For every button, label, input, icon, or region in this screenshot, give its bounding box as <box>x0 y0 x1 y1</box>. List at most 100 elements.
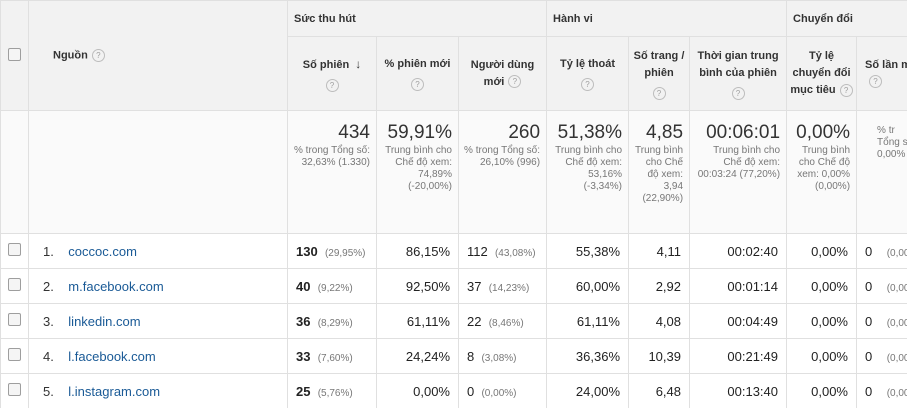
pages-per-session-header-label: Số trang / phiên <box>633 49 685 79</box>
goal-rate-cell: 0,00% <box>786 373 857 408</box>
group-header-acquisition: Sức thu hút <box>286 0 548 37</box>
row-checkbox[interactable] <box>8 383 21 396</box>
new-users-value: 0 <box>467 383 475 399</box>
avg-duration-cell: 00:13:40 <box>689 373 787 408</box>
goal-completions-cell: 0 (0,00 <box>856 268 907 304</box>
new-users-cell: 0 (0,00%) <box>458 373 547 408</box>
new-users-pct: (14,23%) <box>488 282 530 294</box>
avg-duration-value: 00:02:40 <box>727 243 778 259</box>
total-sessions: 434% trong Tổng số: 32,63% (1.330) <box>287 110 377 234</box>
source-link[interactable]: m.facebook.com <box>68 278 164 294</box>
total-goal-completions-sub: % tr Tổng s 0,00% <box>877 125 907 160</box>
goal-rate-cell: 0,00% <box>786 233 857 269</box>
source-link[interactable]: coccoc.com <box>68 243 137 259</box>
goal-completions-pct: (0,00 <box>886 317 907 329</box>
help-icon[interactable]: ? <box>652 86 666 100</box>
sessions-pct: (9,22%) <box>317 282 353 294</box>
pages-per-session-cell: 10,39 <box>628 338 690 374</box>
goal-completions-value: 0 <box>865 383 873 399</box>
help-icon[interactable]: ? <box>731 86 745 100</box>
pages-per-session-value: 2,92 <box>655 278 681 294</box>
column-header-bounce-rate[interactable]: Tỷ lệ thoát? <box>546 36 630 111</box>
sessions-cell: 25 (5,76%) <box>287 373 377 408</box>
avg-duration-value: 00:01:14 <box>727 278 778 294</box>
goal-rate-value: 0,00% <box>811 243 848 259</box>
bounce-rate-cell: 36,36% <box>546 338 629 374</box>
source-column-header[interactable]: Nguồn? <box>28 0 288 111</box>
goal-rate-cell: 0,00% <box>786 303 857 339</box>
avg-duration-cell: 00:02:40 <box>689 233 787 269</box>
sessions-cell: 33 (7,60%) <box>287 338 377 374</box>
column-header-goal-rate[interactable]: Tỷ lệ chuyển đổi mục tiêu? <box>786 36 858 111</box>
source-cell: 3. linkedin.com <box>28 303 288 339</box>
avg-duration-cell: 00:21:49 <box>689 338 787 374</box>
pages-per-session-value: 10,39 <box>648 348 681 364</box>
help-icon[interactable]: ? <box>869 75 883 89</box>
total-goal-rate-value: 0,00% <box>796 122 851 143</box>
new-users-header-label: Người dùng mới <box>470 58 535 88</box>
pages-per-session-cell: 4,08 <box>628 303 690 339</box>
new-users-cell: 22 (8,46%) <box>458 303 547 339</box>
total-new-users: 260% trong Tổng số: 26,10% (996) <box>457 110 548 234</box>
bounce-rate-header-label: Tỷ lệ thoát <box>560 58 616 70</box>
avg-duration-header-label: Thời gian trung bình của phiên <box>697 49 779 79</box>
avg-duration-value: 00:04:49 <box>727 313 778 329</box>
sessions-value: 33 <box>296 348 311 364</box>
select-all-checkbox[interactable] <box>8 47 21 61</box>
total-new-users-value: 260 <box>508 122 541 143</box>
column-header-sessions[interactable]: Số phiên ↓? <box>287 36 377 111</box>
table-row: 1. coccoc.com 130 (29,95%) 86,15% 112 (43,0… <box>0 233 907 269</box>
total-bounce-rate-sub: Trung bình cho Chế độ xem: 53,16% (-3,34… <box>555 145 623 192</box>
column-header-pages-per-session[interactable]: Số trang / phiên? <box>628 36 691 111</box>
total-sessions-value: 434 <box>338 122 370 143</box>
row-checkbox-cell <box>0 303 29 339</box>
help-icon[interactable]: ? <box>91 49 105 62</box>
source-link[interactable]: l.facebook.com <box>68 348 156 364</box>
total-duration-value: 00:06:01 <box>706 122 781 143</box>
sessions-header-label: Số phiên <box>302 58 350 71</box>
help-icon[interactable]: ? <box>411 78 424 91</box>
goal-completions-pct: (0,00 <box>886 387 907 399</box>
total-new-sessions-pct: 59,91% Trung bình cho Chế độ xem: 74,89% … <box>376 110 459 234</box>
total-bounce-rate-value: 51,38% <box>557 122 623 143</box>
column-header-new-sessions-pct[interactable]: % phiên mới? <box>376 36 459 111</box>
sessions-pct: (5,76%) <box>317 387 353 399</box>
row-checkbox[interactable] <box>8 348 21 361</box>
help-icon[interactable]: ? <box>325 78 339 92</box>
column-header-goal-completions[interactable]: Số lần m tiêu hoà thành? <box>856 36 907 111</box>
help-icon[interactable]: ? <box>508 75 522 89</box>
sessions-pct: (8,29%) <box>317 317 353 329</box>
row-index: 3. <box>43 313 54 329</box>
new-users-pct: (3,08%) <box>481 352 517 364</box>
row-checkbox-cell <box>0 268 29 304</box>
totals-checkbox-cell <box>0 110 29 234</box>
help-icon[interactable]: ? <box>839 83 853 97</box>
new-sessions-cell: 86,15% <box>376 233 459 269</box>
column-header-avg-duration[interactable]: Thời gian trung bình của phiên? <box>689 36 788 111</box>
new-users-value: 112 <box>467 243 488 259</box>
source-header-label: Nguồn <box>53 49 88 62</box>
new-users-cell: 8 (3,08%) <box>458 338 547 374</box>
sessions-cell: 36 (8,29%) <box>287 303 377 339</box>
select-all-cell <box>0 0 29 111</box>
sessions-value: 130 <box>296 243 318 259</box>
row-index: 1. <box>43 243 54 259</box>
help-icon[interactable]: ? <box>581 78 595 91</box>
group-header-behavior: Hành vi <box>546 0 788 37</box>
table-row: 2. m.facebook.com 40 (9,22%) 92,50% 37 (14,… <box>0 268 907 304</box>
source-link[interactable]: l.instagram.com <box>68 383 161 399</box>
row-checkbox[interactable] <box>8 278 21 291</box>
source-link[interactable]: linkedin.com <box>68 313 141 329</box>
goal-rate-cell: 0,00% <box>786 268 857 304</box>
goal-completions-cell: 0 (0,00 <box>856 338 907 374</box>
pages-per-session-value: 4,08 <box>655 313 681 329</box>
total-goal-completions-value <box>857 111 907 123</box>
row-checkbox[interactable] <box>8 243 21 256</box>
sessions-value: 25 <box>296 383 311 399</box>
new-users-pct: (43,08%) <box>494 247 536 259</box>
total-goal-rate: 0,00% Trung bình cho Chế độ xem: 0,00% (0… <box>786 110 858 234</box>
column-header-new-users[interactable]: Người dùng mới? <box>457 36 548 111</box>
row-checkbox[interactable] <box>8 313 21 326</box>
goal-completions-value: 0 <box>865 348 873 364</box>
sort-desc-icon[interactable]: ↓ <box>355 56 362 71</box>
